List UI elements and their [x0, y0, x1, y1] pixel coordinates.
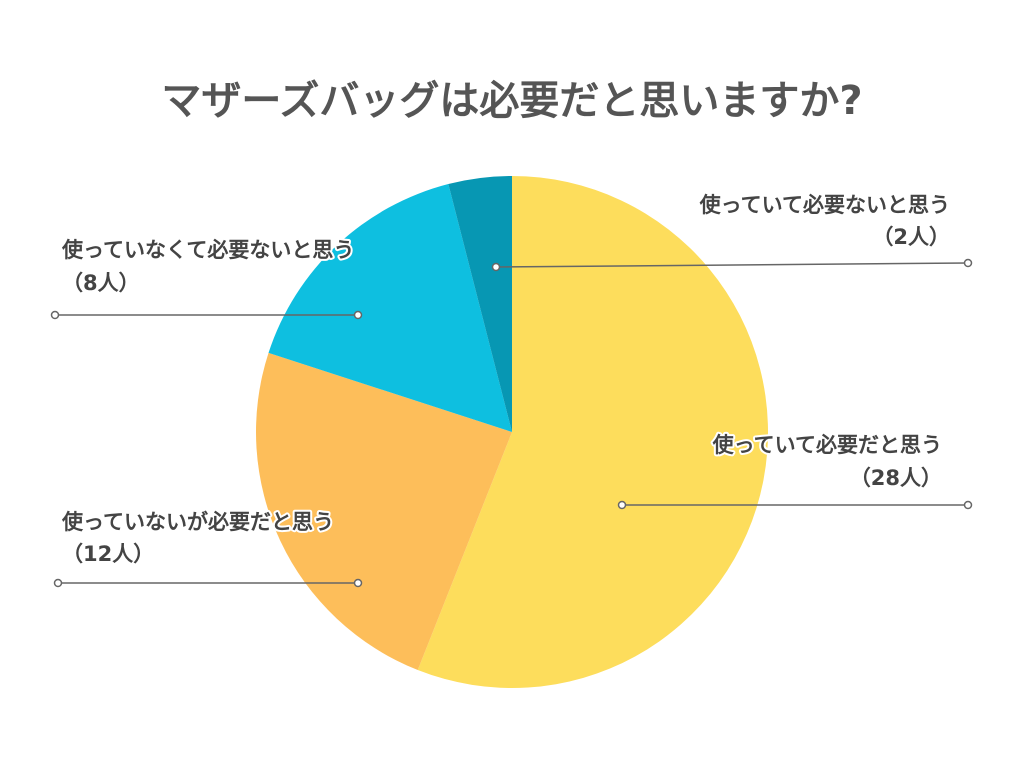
leader-endpoint [53, 578, 63, 588]
leader-endpoint [963, 500, 973, 510]
slice-label: 使っていて必要だと思う [712, 433, 942, 457]
pie-slice [417, 176, 769, 689]
leader-endpoint [491, 262, 501, 272]
slice-label: 使っていなくて必要ないと思う [61, 238, 354, 262]
slice-count-label: （28人） [850, 466, 942, 490]
leader-line [495, 262, 969, 268]
slice-count-label: （8人） [62, 271, 140, 295]
slice-count-label: （12人） [62, 542, 154, 566]
pie-slice [256, 352, 512, 671]
pie-slice [448, 176, 512, 432]
leader-endpoint [353, 310, 363, 320]
leader-endpoint [963, 258, 973, 268]
pie-slice [268, 184, 512, 432]
leader-endpoint [50, 310, 60, 320]
slice-count-label: （2人） [872, 225, 950, 249]
slice-label: 使っていないが必要だと思う [61, 510, 334, 534]
leader-endpoint [353, 578, 363, 588]
leader-endpoint [617, 500, 627, 510]
slice-label: 使っていて必要ないと思う [699, 193, 950, 217]
chart-title: マザーズバッグは必要だと思いますか? [161, 78, 863, 124]
